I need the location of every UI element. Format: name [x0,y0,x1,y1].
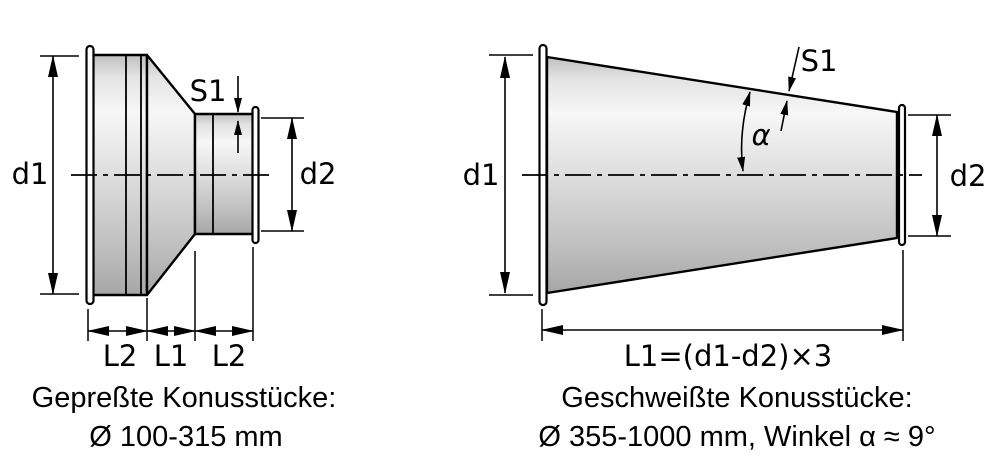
s1-label: S1 [801,44,838,78]
alpha-angle-arrow [737,91,751,172]
d2-label: d2 [300,157,337,191]
s1-label: S1 [190,74,227,108]
l1-label: L1 [154,339,189,373]
d2-label: d2 [950,159,987,193]
l1-formula-label: L1=(d1-d2)×3 [624,339,832,373]
alpha-label: α [751,118,770,152]
left-caption-line2: Ø 100-315 mm [89,421,282,453]
s1-arrow-upper [788,46,800,92]
d1-label: d1 [463,158,500,192]
l2-left-label: L2 [103,339,138,373]
small-cylinder [193,112,255,236]
right-caption-line1: Geschweißte Konusstücke: [561,382,912,414]
s1-arrow-lower [780,100,789,132]
left-caption-line1: Gepreßte Konusstücke: [32,382,337,414]
welded-cone-figure: d1 d2 S1 α L1=(d1-d2)×3 Geschweißte Konu… [463,43,987,453]
right-caption-line2: Ø 355-1000 mm, Winkel α ≈ 9° [538,421,935,453]
d1-label: d1 [12,157,49,191]
l2-right-label: L2 [212,339,247,373]
pressed-cone-figure: d1 d2 S1 L2 L1 L2 Gepreßte Konusstücke: … [12,44,337,453]
